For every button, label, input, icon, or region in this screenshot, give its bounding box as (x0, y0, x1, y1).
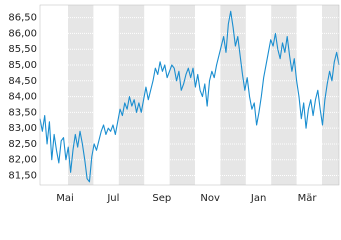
y-tick-label: 83,50 (8, 107, 37, 118)
chart: 81,50 82,00 82,50 83,00 83,50 84,00 84,50 85,00… (8, 4, 340, 204)
x-tick-label: Mai (56, 193, 74, 204)
y-tick-label: 82,00 (8, 155, 37, 166)
month-band (322, 5, 339, 185)
plot: 81,50 82,00 82,50 83,00 83,50 84,00 84,50 85,00… (8, 4, 340, 204)
y-tick-label: 84,00 (8, 92, 37, 103)
y-tick-label: 85,00 (8, 60, 37, 71)
plot-border (39, 4, 340, 186)
y-tick-label: 85,50 (8, 44, 37, 55)
y-tick-label: 84,50 (8, 76, 37, 87)
y-tick-label: 81,50 (8, 171, 37, 182)
x-tick-label: Jan (250, 193, 266, 204)
x-tick-label: Sep (152, 193, 171, 204)
x-tick-label: Nov (200, 193, 220, 204)
x-tick-label: Jul (106, 193, 119, 204)
y-tick-label: 82,50 (8, 139, 37, 150)
month-bands (68, 5, 339, 185)
y-tick-label: 83,00 (8, 123, 37, 134)
price-line (39, 10, 340, 183)
month-band (271, 5, 297, 185)
y-tick-label: 86,50 (8, 13, 37, 24)
month-band (220, 5, 246, 185)
y-tick-label: 86,00 (8, 28, 37, 39)
x-tick-label: Mär (298, 193, 318, 204)
month-band (118, 5, 145, 185)
month-band (169, 5, 195, 185)
